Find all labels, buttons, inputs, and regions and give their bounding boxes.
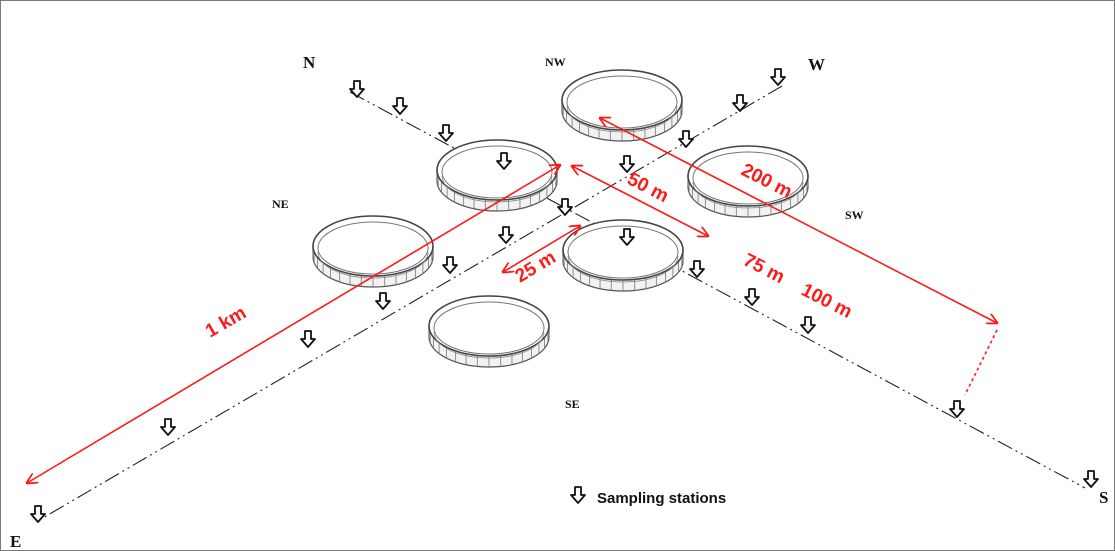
station-arrow-icon (770, 68, 786, 86)
station-arrow-icon (800, 316, 816, 334)
label-south: S (1099, 488, 1108, 507)
label-east: E (10, 532, 21, 551)
station-arrow-icon (619, 228, 635, 246)
sampling-stations (30, 68, 1099, 523)
station-arrow-icon (949, 400, 965, 418)
station-arrow-icon (732, 94, 748, 112)
label-southeast: SE (565, 397, 580, 411)
cage-nw (561, 69, 683, 142)
direction-labels: N W E S NW NE SW SE (10, 53, 1108, 551)
label-50m: 50 m (624, 169, 672, 207)
station-arrow-icon (689, 260, 705, 278)
station-arrow-icon (744, 288, 760, 306)
station-arrow-icon (678, 130, 694, 148)
station-arrow-icon (392, 97, 408, 115)
cage-se (428, 295, 550, 368)
station-arrow-icon (498, 226, 514, 244)
label-northeast: NE (272, 197, 289, 211)
station-arrow-icon (300, 330, 316, 348)
distance-25m-arrow (503, 226, 580, 272)
label-west: W (808, 55, 825, 74)
station-arrow-icon (160, 418, 176, 436)
legend: Sampling stations (570, 486, 726, 507)
cage-center (562, 219, 684, 292)
distance-1km-arrow (27, 165, 560, 483)
station-arrow-icon (349, 80, 365, 98)
station-arrow-icon (375, 292, 391, 310)
label-1km: 1 km (202, 302, 250, 342)
label-north: N (303, 53, 316, 72)
station-arrow-icon (496, 152, 512, 170)
cage-north (436, 139, 558, 212)
label-southwest: SW (845, 208, 864, 222)
station-arrow-icon (1083, 470, 1099, 488)
distance-200m-arrow (600, 118, 997, 323)
label-northwest: NW (545, 55, 566, 69)
legend-label: Sampling stations (597, 490, 726, 507)
station-arrow-icon (619, 155, 635, 173)
fish-cages (312, 69, 809, 368)
station-arrow-icon (557, 198, 573, 216)
station-arrow-icon (30, 505, 46, 523)
distance-200m-extension (964, 329, 998, 396)
station-arrow-icon (438, 124, 454, 142)
distance-annotations (27, 118, 997, 483)
down-arrow-icon (570, 486, 586, 504)
transect-w-e (35, 85, 783, 523)
transect-lines (35, 85, 1086, 523)
label-75m: 75 m (740, 250, 788, 288)
station-arrow-icon (442, 256, 458, 274)
